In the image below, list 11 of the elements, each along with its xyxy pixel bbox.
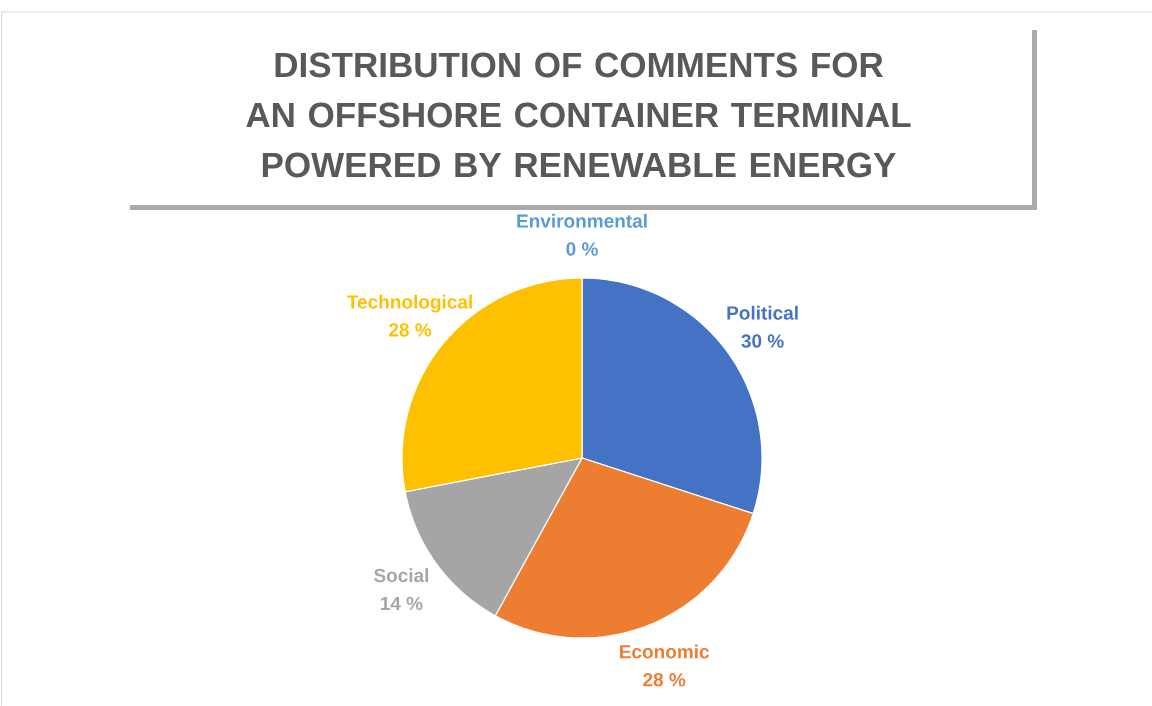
- text: 0 %: [566, 242, 598, 256]
- data-label: 28 %: [643, 673, 686, 687]
- slice-label: Technological: [347, 294, 472, 313]
- slice-label: Political: [727, 305, 798, 320]
- category-label: Environmental: [517, 213, 647, 228]
- data-label: 28 %: [389, 323, 432, 337]
- slice-label: Economic: [620, 644, 710, 659]
- chart-title: DISTRIBUTION OF COMMENTS FOR AN OFFSHORE CONTAINER TERMINAL POWERED BY RENEWABLE ENERGY: [246, 52, 911, 178]
- slice-label: Social: [374, 568, 429, 583]
- data-label: 30 %: [741, 334, 784, 348]
- data-label: 14 %: [380, 596, 423, 611]
